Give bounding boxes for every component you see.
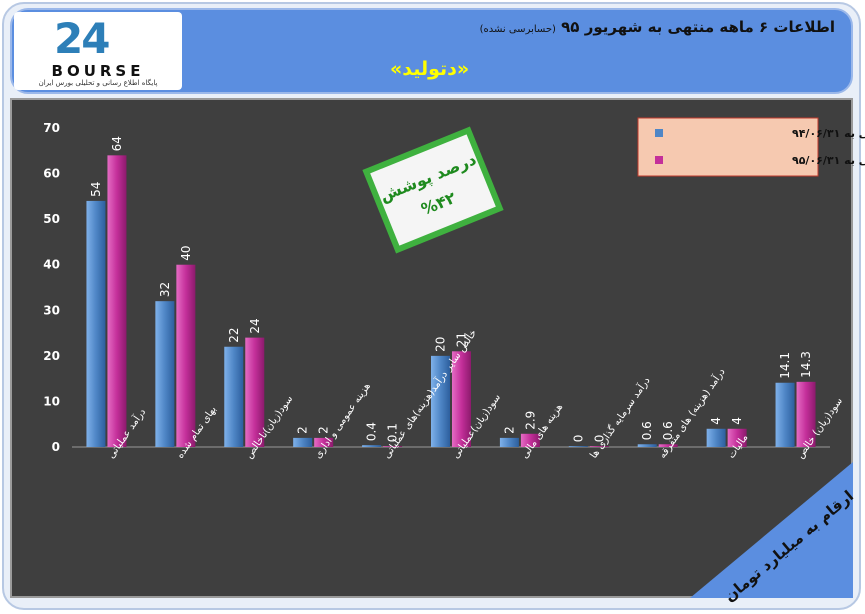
y-tick-label: 30 [43,303,60,317]
title-note: (حسابرسی نشده) [479,24,556,35]
y-tick-label: 20 [43,349,60,363]
bar-series1 [362,445,382,447]
data-label: 2 [502,426,516,434]
data-label: 4 [709,417,723,425]
legend-swatch-series2 [655,156,663,164]
data-label: 2.9 [523,411,537,430]
data-label: 24 [248,318,262,333]
bar-series1 [568,446,588,447]
data-label: 14.3 [799,351,813,378]
unit-ribbon: ارقام به میلیارد تومان [690,462,857,605]
category-label: هزینه عمومی و اداری [313,381,373,461]
data-label: 2 [296,426,310,434]
data-label: 32 [158,282,172,297]
title-main: اطلاعات ۶ ماهه منتهی به شهریور ۹۵ [561,18,835,36]
bar-series2 [176,264,196,447]
y-tick-label: 40 [43,258,60,272]
data-label: 4 [730,417,744,425]
data-label: 0.4 [365,422,379,441]
category-label: درآمد سرمایه گذاری ها [587,374,653,460]
data-label: 22 [227,327,241,342]
bar-series1 [706,428,726,447]
bar-series2 [452,351,471,447]
data-label: 21 [455,332,469,347]
company-name: «دتولید» [390,58,470,80]
data-label: 14.1 [778,352,792,379]
y-tick-label: 50 [43,212,60,226]
bar-series1 [155,301,175,447]
y-tick-label: 70 [43,121,60,135]
bar-series2 [383,446,403,447]
logo-word: BOURSE [51,62,145,80]
data-label: 0.6 [640,421,654,440]
bar-series2 [314,437,334,447]
y-tick-label: 60 [43,167,60,181]
bar-series1 [637,444,657,447]
bar-series2 [107,155,127,448]
bar-series1 [293,437,313,447]
data-label: 0 [571,435,585,443]
legend-swatch-series1 [655,129,663,137]
bar-series1 [775,382,795,447]
category-label: هزینه های مالی [519,402,565,461]
bar-series2 [658,444,678,447]
data-label: 0 [592,435,606,443]
data-label: 54 [89,182,103,197]
bar-series1 [86,200,106,447]
bar-series2 [245,337,265,447]
data-label: 40 [179,245,193,260]
data-label: 2 [317,426,331,434]
bar-series2 [520,433,540,447]
coverage-box: درصد پوشش %۴۲ [362,126,504,254]
logo-subtitle: پایگاه اطلاع رسانی و تحلیلی بورس ایران [38,79,158,87]
data-label: 64 [110,136,124,151]
y-tick-label: 0 [52,440,60,454]
legend-label-series1: ۶ ماهه منتهی به ۹۴/۰۶/۳۱ [792,127,865,140]
bar-series1 [499,437,519,447]
bourse-logo: 24 BOURSE پایگاه اطلاع رسانی و تحلیلی بو… [14,12,182,90]
bar-series1 [224,346,244,447]
report-title: اطلاعات ۶ ماهه منتهی به شهریور ۹۵ (حسابر… [480,18,835,36]
bar-series2 [589,446,609,447]
y-tick-label: 10 [43,394,60,408]
bar-series2 [727,428,747,447]
data-label: 20 [434,337,448,352]
bar-series1 [431,355,450,447]
legend-label-series2: ۶ ماهه منتهی به ۹۵/۰۶/۳۱ [792,154,865,167]
legend: ۶ ماهه منتهی به ۹۴/۰۶/۳۱ ۶ ماهه منتهی به… [637,117,865,177]
data-label: 0.6 [661,421,675,440]
logo-number: 24 [54,14,110,63]
data-label: 0.1 [386,423,400,442]
bar-series2 [796,381,816,447]
